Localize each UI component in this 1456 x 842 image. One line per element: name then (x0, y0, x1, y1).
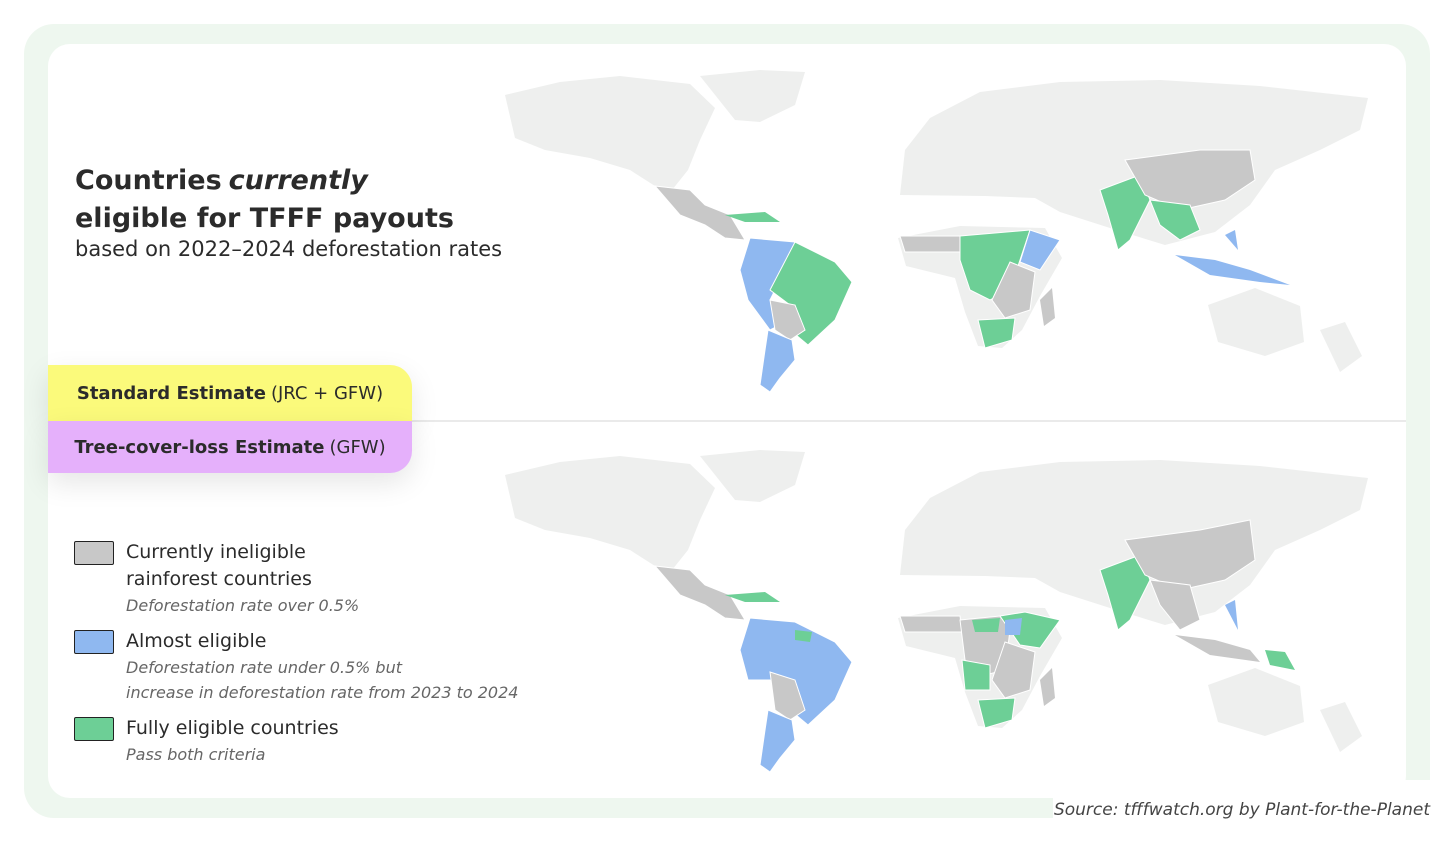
legend-label-line: Currently ineligible (126, 541, 306, 563)
tab-label: Standard Estimate (76, 382, 266, 404)
legend-note-line: increase in deforestation rate from 2023… (126, 683, 519, 702)
legend-label: Almost eligible (126, 628, 266, 655)
tab-label-detail: (JRC + GFW) (270, 382, 384, 404)
tab-standard[interactable]: Standard Estimate (JRC + GFW) (48, 365, 412, 421)
source-box (1053, 780, 1456, 842)
legend-note-line: Deforestation rate over 0.5% (126, 596, 360, 615)
legend-note-line: Pass both criteria (126, 745, 266, 764)
title: Countries currently eligible for TFFF pay… (75, 162, 454, 238)
tab-label-detail: (GFW) (329, 436, 386, 458)
title-line-2: eligible for TFFF payouts (75, 203, 454, 234)
legend-note: Deforestation rate over 0.5% (126, 593, 359, 618)
map-tree-cover-loss (505, 450, 1368, 773)
title-line-1: Countries currently (75, 162, 454, 200)
legend-swatch (74, 717, 114, 741)
map-standard (505, 70, 1368, 393)
legend-label-line: Almost eligible (126, 630, 267, 652)
legend-label-line: rainforest countries (126, 568, 312, 590)
tab-tree-cover-loss[interactable]: Tree-cover-loss Estimate (GFW) (48, 421, 412, 473)
subtitle: based on 2022–2024 deforestation rates (75, 237, 503, 261)
legend-note: Deforestation rate under 0.5% but increas… (126, 655, 518, 705)
legend-label: Fully eligible countries (126, 715, 339, 742)
legend-note: Pass both criteria (126, 742, 265, 767)
tab-label: Tree-cover-loss Estimate (74, 436, 325, 458)
legend-swatch (74, 630, 114, 654)
legend-note-line: Deforestation rate under 0.5% but (126, 658, 402, 677)
title-text: Countries (75, 165, 222, 196)
source: Source: tfffwatch.org by Plant-for-the-P… (1053, 800, 1430, 820)
legend-label-line: Fully eligible countries (126, 717, 339, 739)
legend-swatch (74, 541, 114, 565)
title-emphasis: currently (228, 165, 368, 196)
legend-label: Currently ineligible rainforest countries (126, 539, 312, 593)
